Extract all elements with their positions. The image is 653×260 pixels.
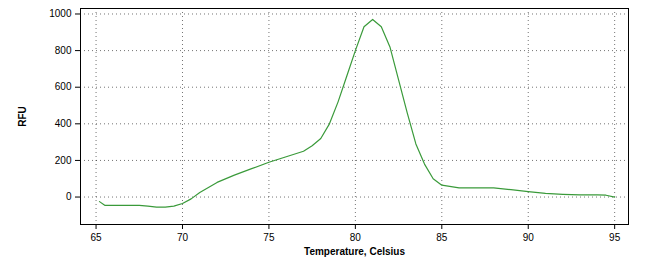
svg-text:Temperature, Celsius: Temperature, Celsius (304, 246, 405, 257)
svg-text:RFU: RFU (17, 106, 28, 127)
svg-text:85: 85 (436, 232, 448, 243)
svg-text:80: 80 (350, 232, 362, 243)
svg-text:800: 800 (55, 45, 72, 56)
svg-text:75: 75 (263, 232, 275, 243)
svg-text:0: 0 (66, 191, 72, 202)
svg-text:90: 90 (523, 232, 535, 243)
svg-text:95: 95 (609, 232, 621, 243)
svg-text:400: 400 (55, 118, 72, 129)
svg-text:200: 200 (55, 155, 72, 166)
svg-text:1000: 1000 (49, 8, 72, 19)
svg-text:70: 70 (177, 232, 189, 243)
svg-text:65: 65 (90, 232, 102, 243)
svg-text:600: 600 (55, 81, 72, 92)
